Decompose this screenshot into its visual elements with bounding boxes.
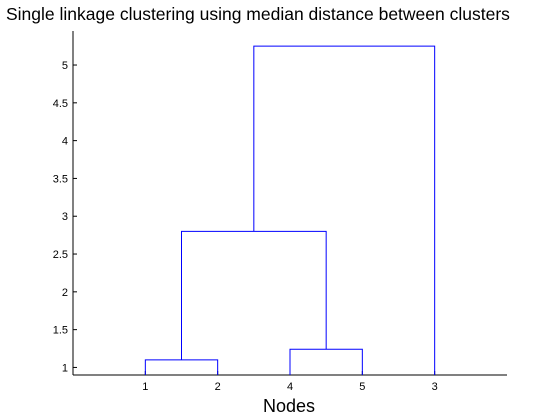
y-tick-label: 3: [62, 211, 68, 223]
y-tick-label: 3.5: [53, 173, 68, 185]
dendrogram-link: [181, 230, 327, 360]
y-tick-label: 4: [62, 136, 68, 148]
dendrogram-links: [144, 45, 436, 375]
x-axis-label: Nodes: [263, 396, 315, 416]
dendrogram-link: [253, 45, 436, 375]
y-tick-label: 5: [62, 60, 68, 72]
plot-area: 1 1.5 2 2.5 3 3.5 4 4.5 5 1 2 4 5 3: [53, 31, 507, 393]
y-tick-label: 4.5: [53, 98, 68, 110]
y-tick-label: 1: [62, 362, 68, 374]
x-tick-label: 1: [142, 381, 148, 393]
x-tick-label: 3: [432, 381, 438, 393]
y-axis-ticks: 1 1.5 2 2.5 3 3.5 4 4.5 5: [53, 60, 77, 374]
y-tick-label: 2: [62, 287, 68, 299]
x-tick-label: 4: [287, 381, 293, 393]
y-tick-label: 2.5: [53, 249, 68, 261]
x-tick-label: 5: [359, 381, 365, 393]
x-tick-label: 2: [215, 381, 221, 393]
dendrogram-link: [144, 359, 219, 375]
chart-title: Single linkage clustering using median d…: [6, 4, 510, 24]
dendrogram-link: [289, 348, 363, 375]
y-tick-label: 1.5: [53, 325, 68, 337]
